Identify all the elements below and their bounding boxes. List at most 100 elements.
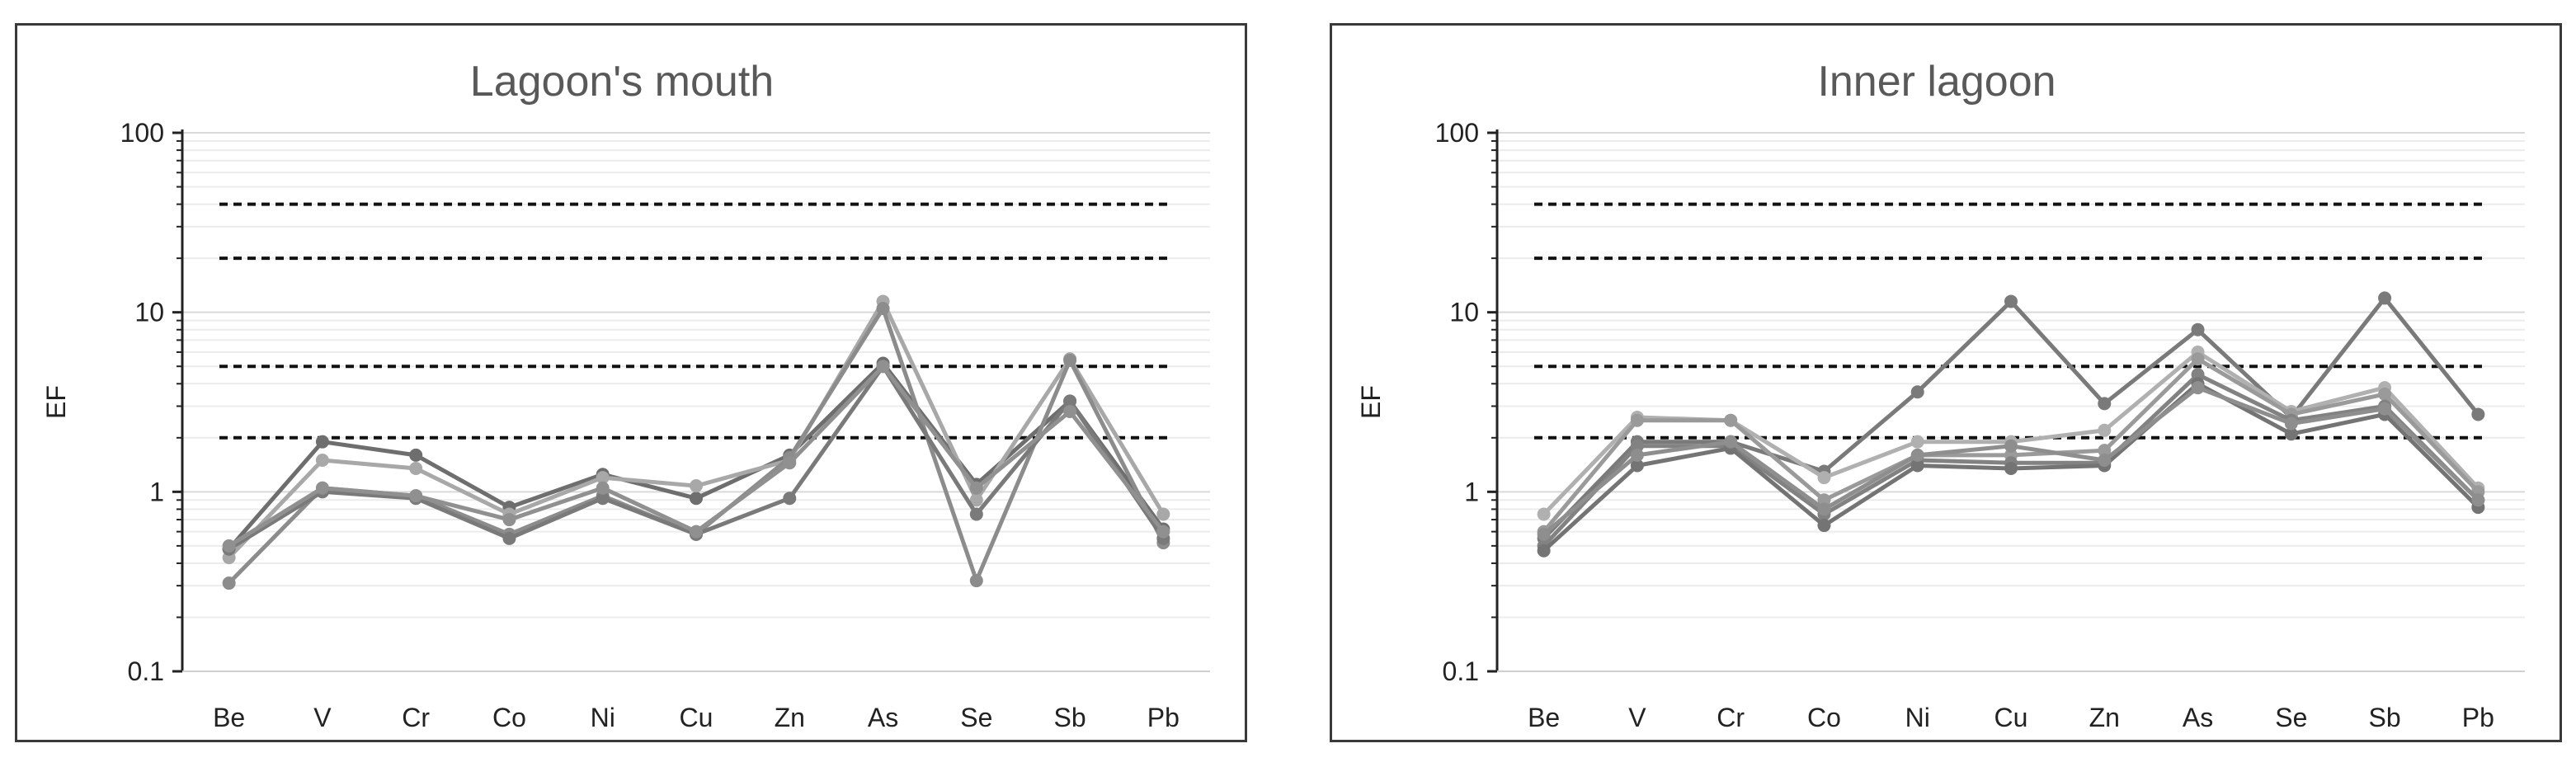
data-point (2098, 454, 2112, 468)
x-tick-label: Sb (2369, 703, 2401, 732)
chart-title: Inner lagoon (1817, 58, 2056, 106)
x-tick-label: Co (492, 703, 526, 732)
data-point (969, 574, 983, 588)
data-point (1910, 448, 1924, 462)
x-tick-label: As (2183, 703, 2213, 732)
y-tick-label: 100 (1435, 118, 1479, 148)
data-point (969, 507, 983, 521)
x-tick-label: Se (2275, 703, 2307, 732)
data-point (1630, 413, 1644, 427)
y-tick-label: 10 (1449, 298, 1479, 327)
data-point (1817, 519, 1831, 533)
data-point (783, 456, 797, 470)
data-point (2191, 381, 2205, 395)
y-tick-label: 1 (1464, 477, 1479, 506)
data-point (783, 492, 797, 506)
data-point (1537, 527, 1551, 541)
x-tick-label: Zn (775, 703, 805, 732)
data-point (1724, 435, 1738, 449)
y-tick-label: 100 (120, 118, 164, 148)
x-tick-label: Zn (2089, 703, 2120, 732)
x-tick-label: Be (1528, 703, 1560, 732)
data-point (2378, 291, 2392, 305)
data-point (315, 435, 329, 449)
data-point (1910, 459, 1924, 473)
chart-title: Lagoon's mouth (470, 58, 774, 106)
data-point (1630, 459, 1644, 473)
y-axis-label: EF (41, 385, 71, 419)
data-point (2191, 352, 2205, 366)
x-tick-label: Cr (402, 703, 430, 732)
data-point (2378, 387, 2392, 401)
data-point (502, 531, 516, 545)
data-point (222, 576, 236, 591)
data-point (690, 492, 703, 506)
data-point (1156, 507, 1170, 521)
data-point (1817, 471, 1831, 485)
x-tick-label: Be (213, 703, 245, 732)
y-tick-label: 0.1 (1443, 656, 1479, 686)
x-tick-label: Cr (1717, 703, 1745, 732)
data-point (2191, 322, 2205, 336)
series-line (228, 364, 1166, 551)
data-point (409, 461, 423, 475)
x-tick-label: As (868, 703, 898, 732)
data-point (1537, 543, 1551, 558)
data-point (2284, 416, 2298, 431)
x-tick-label: V (313, 703, 332, 732)
data-point (969, 481, 983, 495)
x-tick-label: Cu (1994, 703, 2028, 732)
data-point (1063, 405, 1077, 419)
x-tick-label: Pb (1147, 703, 1180, 732)
chart-panel-inner-lagoon: 0.1 1 10 100 Be V Cr Co Ni Cu Zn As Se Sb Pb Inner lago… (1330, 23, 2562, 742)
x-tick-label: Co (1807, 703, 1841, 732)
data-point (1537, 507, 1551, 521)
data-point (2098, 397, 2112, 411)
data-point (596, 471, 610, 485)
data-point (1817, 502, 1831, 516)
x-tick-label: Pb (2462, 703, 2494, 732)
data-point (1630, 448, 1644, 462)
x-tick-label: Cu (680, 703, 713, 732)
data-point (1817, 493, 1831, 507)
data-point (2004, 461, 2018, 475)
x-tick-label: Ni (591, 703, 615, 732)
x-tick-label: V (1628, 703, 1646, 732)
data-point (2284, 427, 2298, 441)
chart-inner-lagoon: 0.1 1 10 100 Be V Cr Co Ni Cu Zn As Se Sb Pb Inner lago… (1356, 58, 2525, 732)
data-point (315, 454, 329, 468)
data-point (1724, 413, 1738, 427)
data-point (409, 448, 423, 462)
data-point (596, 481, 610, 495)
data-point (1156, 525, 1170, 539)
data-point (690, 525, 703, 539)
data-point (876, 302, 890, 316)
data-point (222, 539, 236, 553)
data-point (1910, 385, 1924, 399)
data-point (1630, 439, 1644, 453)
chart-panel-lagoons-mouth: 0.1 1 10 100 Be V Cr Co Ni Cu Zn As Se Sb Pb Lagoon's m… (15, 23, 1247, 742)
y-tick-label: 1 (149, 477, 164, 506)
chart-lagoons-mouth: 0.1 1 10 100 Be V Cr Co Ni Cu Zn As Se Sb Pb Lagoon's m… (41, 58, 1210, 732)
y-tick-label: 10 (134, 298, 164, 327)
x-tick-label: Ni (1905, 703, 1930, 732)
data-point (2004, 294, 2018, 308)
series-line (1542, 350, 2480, 516)
data-point (2471, 407, 2485, 421)
data-point (596, 492, 610, 506)
data-point (2004, 439, 2018, 453)
data-point (969, 493, 983, 507)
data-point (2471, 493, 2485, 507)
data-point (1063, 353, 1077, 367)
data-point (2191, 368, 2205, 382)
data-point (690, 479, 703, 493)
y-tick-label: 0.1 (128, 656, 164, 686)
x-tick-label: Se (960, 703, 992, 732)
data-point (1063, 394, 1077, 408)
data-point (2378, 402, 2392, 416)
data-point (2098, 423, 2112, 437)
data-point (502, 513, 516, 527)
data-point (409, 489, 423, 503)
data-point (1910, 435, 1924, 449)
data-point (876, 360, 890, 374)
